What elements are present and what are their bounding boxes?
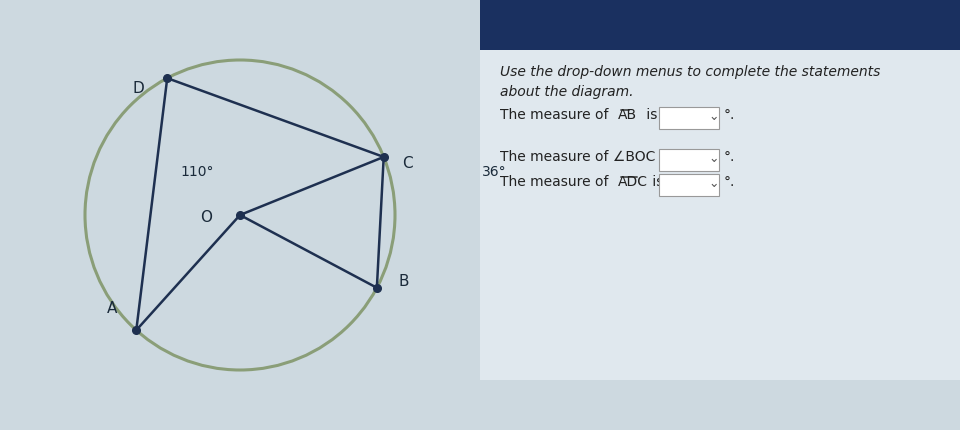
Text: A: A bbox=[108, 301, 117, 316]
Text: 110°: 110° bbox=[180, 165, 213, 179]
Text: °.: °. bbox=[724, 175, 735, 189]
Text: D: D bbox=[132, 81, 144, 96]
Text: ⌄: ⌄ bbox=[708, 110, 718, 123]
Text: O: O bbox=[201, 210, 212, 224]
FancyBboxPatch shape bbox=[659, 174, 719, 196]
FancyBboxPatch shape bbox=[659, 149, 719, 171]
Text: about the diagram.: about the diagram. bbox=[500, 85, 634, 99]
Text: °.: °. bbox=[724, 150, 735, 164]
Text: The measure of: The measure of bbox=[500, 108, 612, 122]
Text: The measure of: The measure of bbox=[500, 175, 612, 189]
FancyBboxPatch shape bbox=[659, 107, 719, 129]
Text: C: C bbox=[402, 156, 413, 171]
Text: Use the drop-down menus to complete the statements: Use the drop-down menus to complete the … bbox=[500, 65, 880, 79]
Bar bbox=[480, 0, 960, 380]
Text: The measure of ∠BOC is: The measure of ∠BOC is bbox=[500, 150, 671, 164]
Text: B: B bbox=[398, 274, 409, 289]
Text: is: is bbox=[648, 175, 663, 189]
Text: 36°: 36° bbox=[482, 165, 507, 179]
Text: is: is bbox=[642, 108, 658, 122]
Bar bbox=[480, 0, 960, 50]
Text: AB: AB bbox=[618, 108, 637, 122]
Text: ⌄: ⌄ bbox=[708, 152, 718, 165]
Text: ⌄: ⌄ bbox=[708, 177, 718, 190]
Text: °.: °. bbox=[724, 108, 735, 122]
Text: ADC: ADC bbox=[618, 175, 648, 189]
